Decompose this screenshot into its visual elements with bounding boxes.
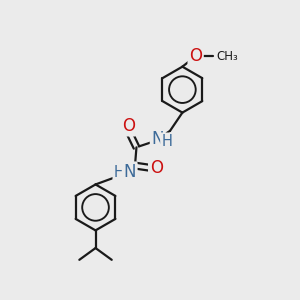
Text: N: N (123, 163, 136, 181)
Text: N: N (152, 130, 164, 148)
Text: O: O (150, 159, 163, 177)
Text: O: O (189, 47, 202, 65)
Text: H: H (114, 165, 125, 180)
Text: H: H (162, 134, 172, 149)
Text: O: O (122, 117, 135, 135)
Text: CH₃: CH₃ (216, 50, 238, 63)
